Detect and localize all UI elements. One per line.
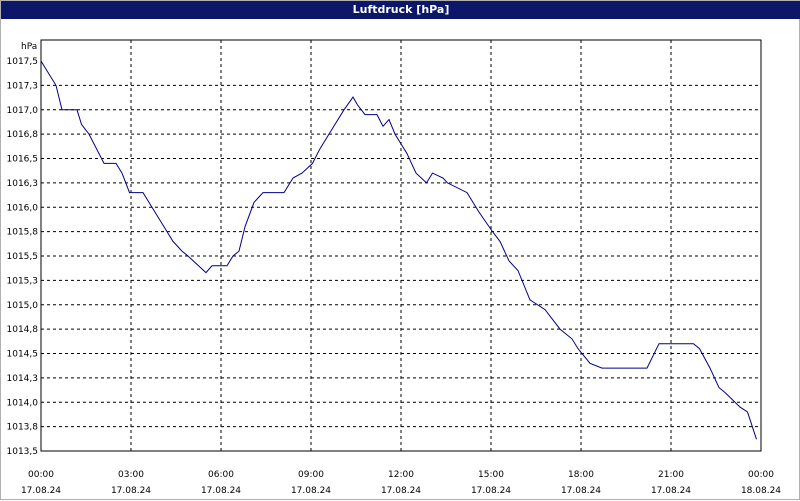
x-tick-time: 03:00: [118, 470, 144, 480]
y-tick-label: 1015,8: [7, 228, 39, 238]
x-tick-date: 18.08.24: [741, 486, 781, 496]
y-tick-label: 1016,3: [7, 179, 39, 189]
y-tick-label: 1013,8: [7, 423, 39, 433]
y-tick-label: 1017,0: [7, 106, 39, 116]
x-tick-time: 00:00: [28, 470, 54, 480]
x-tick-time: 00:00: [748, 470, 774, 480]
x-tick-time: 21:00: [658, 470, 684, 480]
y-tick-label: 1014,8: [7, 325, 39, 335]
x-tick-time: 12:00: [388, 470, 414, 480]
x-tick-date: 17.08.24: [111, 486, 151, 496]
x-tick-time: 09:00: [298, 470, 324, 480]
x-tick-date: 17.08.24: [381, 486, 421, 496]
x-tick-date: 17.08.24: [201, 486, 241, 496]
y-tick-label: 1017,5: [7, 57, 39, 67]
y-tick-label: 1013,5: [7, 447, 39, 457]
y-tick-label: 1016,0: [7, 203, 39, 213]
chart-title: Luftdruck [hPa]: [1, 1, 800, 19]
y-tick-label: 1015,0: [7, 301, 39, 311]
x-tick-date: 17.08.24: [21, 486, 61, 496]
x-axis-ticks: 00:00 17.08.24 03:00 17.08.24 06:00 17.08.24 0…: [21, 470, 781, 496]
x-tick-date: 17.08.24: [291, 486, 331, 496]
y-tick-label: 1015,5: [7, 252, 39, 262]
grid-lines: [41, 40, 761, 451]
x-tick-date: 17.08.24: [471, 486, 511, 496]
y-tick-label: 1014,3: [7, 374, 39, 384]
y-tick-label: 1017,3: [7, 81, 39, 91]
y-tick-label: 1014,0: [7, 398, 39, 408]
x-tick-date: 17.08.24: [651, 486, 691, 496]
y-tick-label: 1016,5: [7, 155, 39, 165]
series-line-luftdruck: [40, 60, 757, 440]
y-axis-ticks: 1017,5 1017,3 1017,0 1016,8 1016,5 1016,3 1016…: [7, 57, 39, 457]
x-tick-time: 18:00: [568, 470, 594, 480]
y-axis-label: hPa: [21, 42, 37, 52]
x-tick-time: 15:00: [478, 470, 504, 480]
y-tick-label: 1015,3: [7, 276, 39, 286]
y-tick-label: 1016,8: [7, 130, 39, 140]
x-tick-time: 06:00: [208, 470, 234, 480]
y-tick-label: 1014,5: [7, 350, 39, 360]
x-tick-date: 17.08.24: [561, 486, 601, 496]
